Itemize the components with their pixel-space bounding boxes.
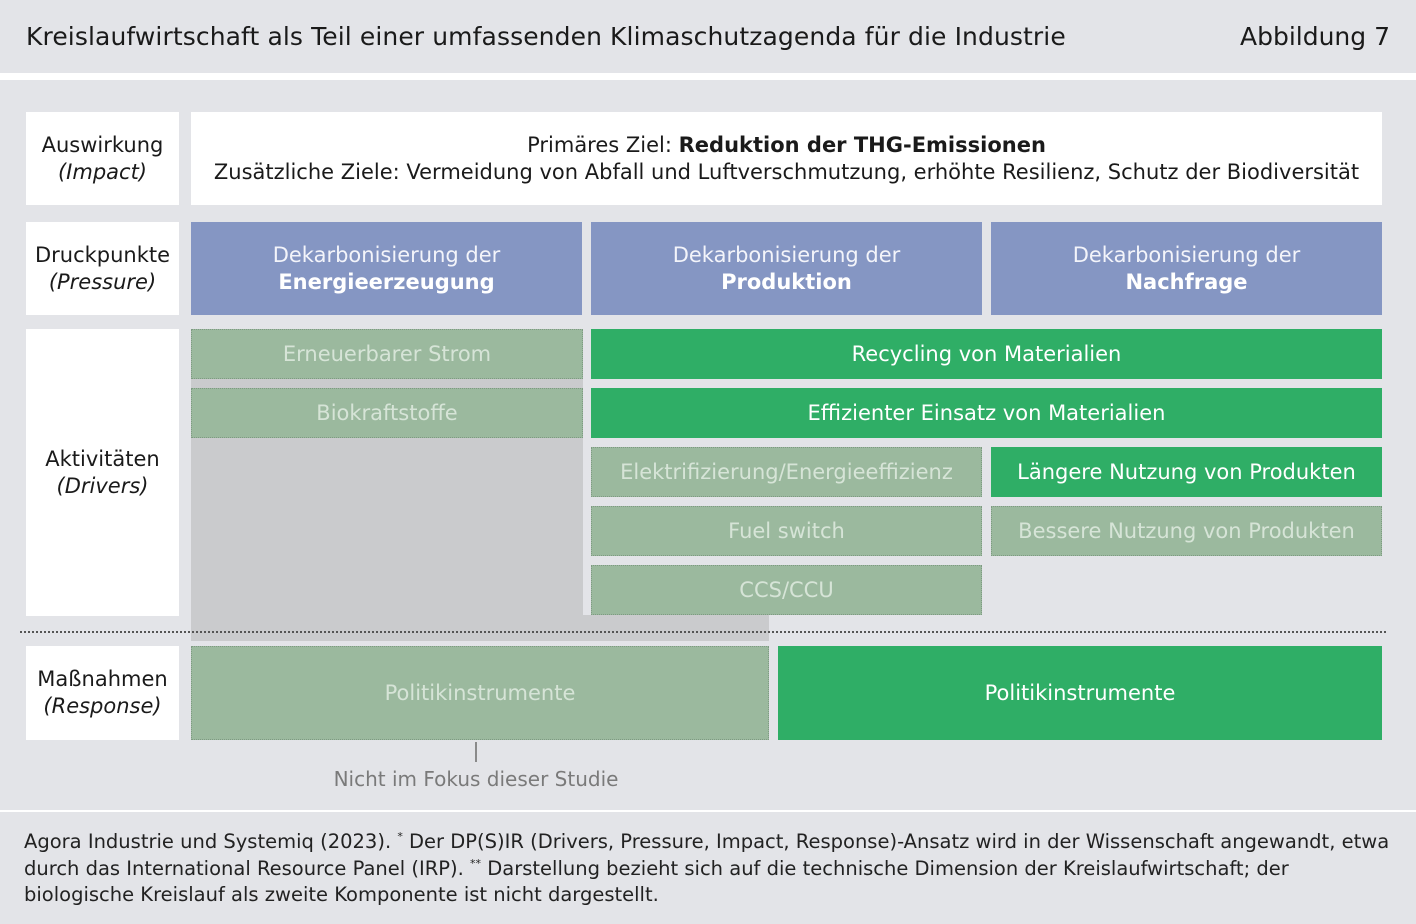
footer: Agora Industrie und Systemiq (2023). * D…	[0, 812, 1416, 924]
driver-biofuels: Biokraftstoffe	[191, 388, 583, 438]
pressure-demand-line2: Nachfrage	[1125, 269, 1248, 294]
driver-better-use: Bessere Nutzung von Produkten	[991, 506, 1382, 556]
row-label-impact-title: Auswirkung	[41, 132, 164, 157]
pressure-energy: Dekarbonisierung der Energieerzeugung	[191, 222, 582, 315]
source-note: Agora Industrie und Systemiq (2023). * D…	[24, 829, 1394, 909]
row-label-pressure-title: Druckpunkte	[34, 242, 171, 267]
source-note-part2: Der DP(S)IR (Drivers, Pressure, Impact, …	[24, 830, 1390, 880]
source-note-part3: Darstellung bezieht sich auf die technis…	[24, 856, 1289, 907]
pressure-demand: Dekarbonisierung der Nachfrage	[991, 222, 1382, 315]
not-in-focus-label: Nicht im Fokus dieser Studie	[333, 767, 619, 791]
row-label-response-title: Maßnahmen	[37, 667, 168, 691]
row-label-pressure: Druckpunkte (Pressure)	[26, 222, 179, 315]
figure-number: Abbildung 7	[1239, 22, 1390, 51]
impact-primary-prefix: Primäres Ziel:	[527, 132, 679, 157]
row-label-impact: Auswirkung (Impact)	[26, 112, 179, 205]
footnote-mark-2: **	[470, 856, 482, 870]
impact-primary: Primäres Ziel: Reduktion der THG-Emissio…	[527, 132, 1046, 159]
pressure-energy-line2: Energieerzeugung	[278, 269, 495, 294]
row-label-response-sub: (Response)	[43, 694, 162, 718]
not-in-focus-marker	[475, 742, 477, 762]
driver-fuel-switch: Fuel switch	[591, 506, 982, 556]
row-label-impact-sub: (Impact)	[57, 159, 147, 184]
row-label-drivers-title: Aktivitäten	[45, 446, 160, 471]
impact-box: Primäres Ziel: Reduktion der THG-Emissio…	[191, 112, 1382, 205]
row-label-drivers: Aktivitäten (Drivers)	[26, 329, 179, 616]
driver-electrification: Elektrifizierung/Energieeffizienz	[591, 447, 982, 497]
footnote-mark-1: *	[397, 830, 403, 843]
source-note-part1: Agora Industrie und Systemiq (2023).	[24, 830, 398, 853]
response-policy-right: Politikinstrumente	[778, 646, 1382, 740]
pressure-energy-line1: Dekarbonisierung der	[272, 242, 501, 267]
figure-title: Kreislaufwirtschaft als Teil einer umfas…	[26, 22, 1066, 51]
driver-ccs: CCS/CCU	[591, 565, 982, 615]
response-policy-left: Politikinstrumente	[191, 646, 769, 740]
pressure-demand-line1: Dekarbonisierung der	[1072, 242, 1301, 267]
impact-primary-goal: Reduktion der THG-Emissionen	[678, 132, 1046, 157]
header-bar: Kreislaufwirtschaft als Teil einer umfas…	[0, 0, 1416, 73]
row-label-response: Maßnahmen (Response)	[26, 646, 179, 740]
out-of-focus-region-lower	[191, 615, 769, 641]
driver-renewable-power: Erneuerbarer Strom	[191, 329, 583, 379]
pressure-production-line2: Produktion	[721, 269, 852, 294]
driver-longer-use: Längere Nutzung von Produkten	[991, 447, 1382, 497]
driver-efficient-use: Effizienter Einsatz von Materialien	[591, 388, 1382, 438]
row-label-pressure-sub: (Pressure)	[48, 269, 157, 294]
dotted-divider	[20, 631, 1386, 633]
pressure-production-line1: Dekarbonisierung der	[672, 242, 901, 267]
pressure-production: Dekarbonisierung der Produktion	[591, 222, 982, 315]
row-label-drivers-sub: (Drivers)	[56, 473, 149, 498]
impact-additional: Zusätzliche Ziele: Vermeidung von Abfall…	[213, 159, 1360, 184]
driver-recycling: Recycling von Materialien	[591, 329, 1382, 379]
